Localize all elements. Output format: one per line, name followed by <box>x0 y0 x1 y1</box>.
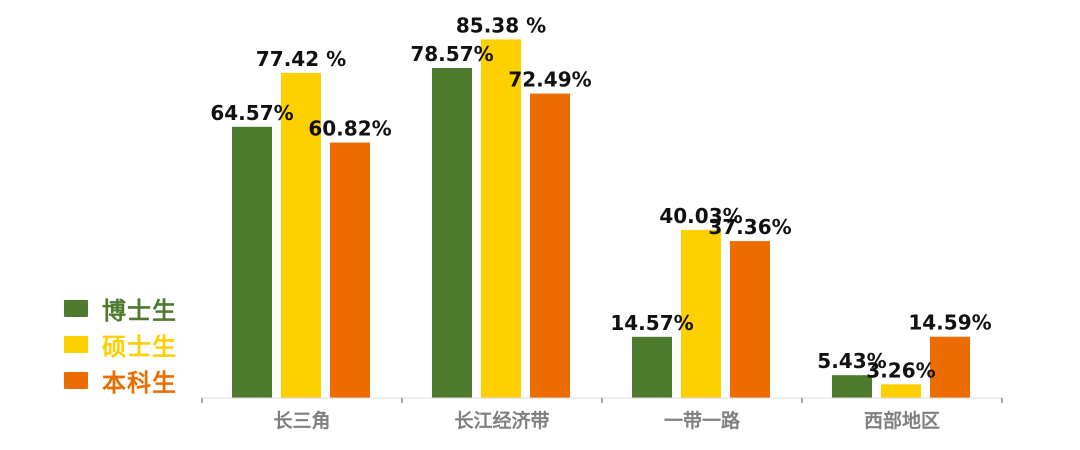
bar-doctoral <box>232 126 272 398</box>
data-label-undergraduate: 37.36% <box>708 215 791 239</box>
data-label-master: 3.26% <box>866 358 935 382</box>
bar-master <box>481 39 521 399</box>
x-tick-label: 西部地区 <box>864 409 940 432</box>
bar-master <box>681 229 721 398</box>
bar-doctoral <box>432 68 472 399</box>
data-label-undergraduate: 14.59% <box>908 311 991 335</box>
bar-doctoral <box>832 375 872 398</box>
x-tick-label: 长江经济带 <box>454 409 549 432</box>
legend-item-master: 硕士生 <box>64 326 177 362</box>
x-tick-label: 长三角 <box>273 409 330 432</box>
value-labels-layer: 64.57% 77.42 % 60.82% 78.57% 85.38 % 72.49% 14… <box>210 13 991 382</box>
data-label-master: 40.03% <box>659 204 742 228</box>
data-label-doctoral: 78.57% <box>410 42 493 66</box>
data-label-doctoral: 14.57% <box>610 311 693 335</box>
legend-label-master: 硕士生 <box>102 331 177 361</box>
data-label-master: 85.38 % <box>456 13 546 37</box>
legend-item-undergraduate: 本科生 <box>64 362 177 398</box>
legend-swatch-doctoral <box>64 299 88 317</box>
x-axis: 长三角 长江经济带 一带一路 西部地区 <box>201 397 1003 432</box>
x-tick-label: 一带一路 <box>664 409 741 432</box>
legend-swatch-undergraduate <box>64 371 88 389</box>
legend-swatch-master <box>64 335 88 353</box>
bar-undergraduate <box>730 241 770 398</box>
bar-undergraduate <box>930 336 970 398</box>
data-label-doctoral: 64.57% <box>210 101 293 125</box>
bar-master <box>881 384 921 398</box>
data-label-undergraduate: 72.49% <box>508 68 591 92</box>
bar-master <box>281 72 321 398</box>
bars-layer <box>232 39 970 399</box>
bar-undergraduate <box>530 93 570 399</box>
bar-doctoral <box>632 336 672 398</box>
legend-label-doctoral: 博士生 <box>102 295 177 325</box>
legend-label-undergraduate: 本科生 <box>102 367 177 397</box>
bar-undergraduate <box>330 142 370 398</box>
data-label-undergraduate: 60.82% <box>308 117 391 141</box>
legend: 博士生 硕士生 本科生 <box>64 290 177 398</box>
legend-item-doctoral: 博士生 <box>64 290 177 326</box>
data-label-master: 77.42 % <box>256 47 346 71</box>
data-label-doctoral: 5.43% <box>817 349 886 373</box>
